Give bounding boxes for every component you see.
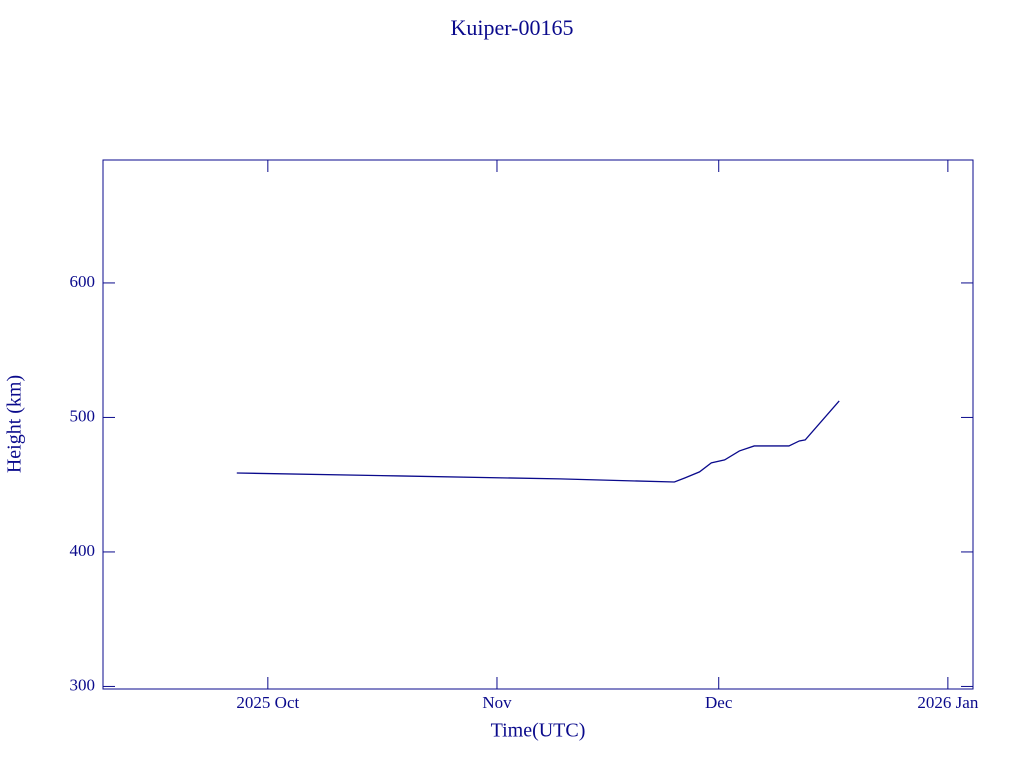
y-axis-label: Height (km) [4, 375, 26, 473]
data-line [236, 400, 840, 483]
y-tick-label: 300 [70, 675, 96, 694]
x-tick-label: Dec [705, 693, 733, 712]
y-tick-label: 600 [70, 272, 96, 291]
x-tick-label: 2025 Oct [236, 693, 299, 712]
plot-frame [102, 159, 974, 690]
x-axis-label: Time(UTC) [491, 720, 586, 742]
chart-title: Kuiper-00165 [451, 15, 574, 40]
x-tick-label: Nov [482, 693, 512, 712]
y-tick-label: 500 [70, 406, 96, 425]
y-tick-label: 400 [70, 541, 96, 560]
x-tick-label: 2026 Jan [917, 693, 978, 712]
